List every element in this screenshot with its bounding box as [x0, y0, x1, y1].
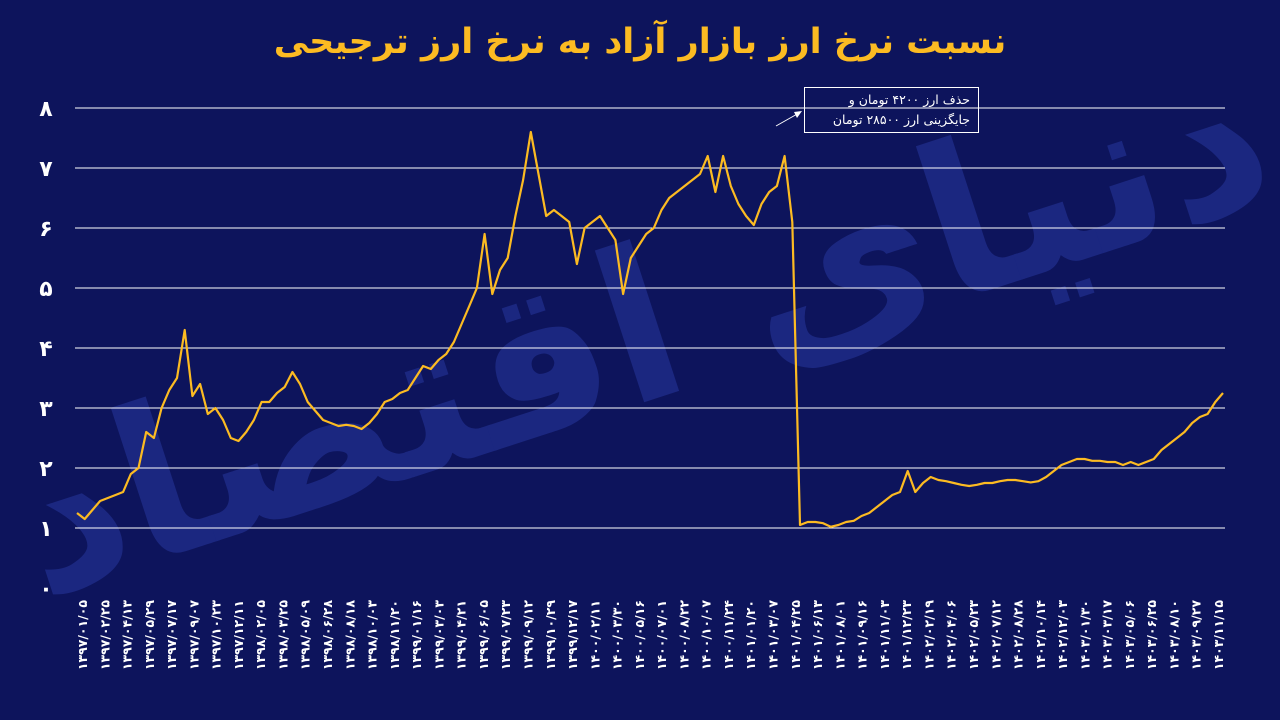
x-tick-label: ۱۳۹۸/۱۱/۲۰ [387, 600, 402, 670]
y-tick-label: ۸ [39, 97, 53, 122]
annotation-arrow-shaft [775, 112, 800, 127]
x-tick-label: ۱۳۹۷/۰۲/۲۵ [97, 600, 112, 671]
x-tick-label: ۱۳۹۹/۰۳/۰۳ [431, 600, 446, 671]
x-tick-label: ۱۴۰۳/۰۹/۲۷ [1189, 600, 1204, 671]
watermark-logo: دنیای اقتصاد [0, 9, 1280, 645]
y-tick-label: ۴ [39, 337, 52, 362]
x-tick-label: ۱۴۰۱/۰۹/۱۶ [855, 600, 870, 670]
y-tick-label: ۵ [39, 277, 52, 302]
y-tick-label: ۱ [39, 517, 52, 542]
annotation-arrow-head [794, 111, 802, 118]
x-tick-label: ۱۴۰۳/۱۱/۱۵ [1211, 600, 1226, 671]
annotation-box: حذف ارز ۴۲۰۰ تومان و جایگزینی ارز ۲۸۵۰۰ … [804, 87, 979, 133]
x-tick-label: ۱۴۰۲/۱۲/۰۳ [1055, 600, 1070, 671]
x-tick-label: ۱۴۰۳/۰۳/۱۷ [1100, 600, 1115, 671]
x-tick-label: ۱۳۹۷/۰۷/۱۷ [164, 600, 179, 671]
x-tick-label: ۱۳۹۸/۰۳/۲۵ [275, 600, 290, 671]
x-tick-label: ۱۴۰۲/۱۰/۱۴ [1033, 600, 1048, 671]
x-tick-label: ۱۴۰۰/۰۸/۲۲ [676, 600, 691, 671]
series-layer [76, 130, 1224, 528]
y-tick-label: ۰ [39, 577, 52, 602]
x-tick-label: ۱۴۰۲/۰۸/۲۸ [1011, 600, 1026, 671]
x-tick-label: ۱۳۹۹/۰۹/۱۲ [520, 600, 535, 671]
x-tick-label: ۱۳۹۷/۰۵/۲۹ [142, 600, 157, 671]
y-axis-ticks: ۰ ۱ ۲ ۳ ۴ ۵ ۶ ۷ ۸ [39, 97, 53, 602]
x-tick-label: ۱۴۰۲/۰۲/۱۹ [921, 600, 936, 671]
x-tick-label: ۱۴۰۲/۰۷/۱۲ [988, 600, 1003, 671]
x-tick-label: ۱۳۹۹/۰۴/۲۱ [454, 600, 469, 670]
x-tick-label: ۱۴۰۱/۰۱/۲۰ [743, 600, 758, 670]
x-tick-label: ۱۳۹۸/۰۵/۰۹ [298, 600, 313, 671]
x-tick-label: ۱۴۰۲/۰۴/۰۶ [944, 600, 959, 670]
x-tick-label: ۱۴۰۱/۰۸/۰۱ [832, 600, 847, 670]
y-tick-label: ۶ [39, 217, 52, 242]
x-tick-label: ۱۴۰۱/۱۲/۲۳ [899, 600, 914, 671]
annotation-arrow-layer [775, 111, 802, 127]
series-line [76, 130, 1224, 528]
x-tick-label: ۱۴۰۰/۱۱/۲۴ [721, 600, 736, 671]
x-tick-label: ۱۳۹۹/۱۲/۱۷ [565, 600, 580, 671]
x-tick-label: ۱۴۰۲/۰۵/۲۳ [966, 600, 981, 671]
x-tick-label: ۱۴۰۰/۰۲/۱۱ [587, 600, 602, 670]
annotation-line-1: حذف ارز ۴۲۰۰ تومان و [848, 92, 970, 107]
x-tick-label: ۱۴۰۰/۰۵/۱۶ [632, 600, 647, 670]
x-axis-ticks: ۱۳۹۷/۰۱/۰۵ ۱۳۹۷/۰۲/۲۵ ۱۳۹۷/۰۴/۱۳ ۱۳۹۷/۰۵/۲۹… [75, 600, 1226, 671]
x-tick-label: ۱۴۰۰/۰۷/۰۱ [654, 600, 669, 670]
x-tick-label: ۱۳۹۷/۰۱/۰۵ [75, 600, 90, 671]
x-tick-label: ۱۳۹۸/۰۸/۱۸ [342, 600, 357, 671]
x-tick-label: ۱۴۰۱/۰۴/۲۵ [788, 600, 803, 671]
x-tick-label: ۱۴۰۳/۰۶/۲۵ [1144, 600, 1159, 671]
chart-title: نسبت نرخ ارز بازار آزاد به نرخ ارز ترجیح… [273, 22, 1007, 62]
x-tick-label: ۱۳۹۸/۱۰/۰۳ [365, 600, 380, 671]
x-tick-label: ۱۴۰۳/۰۵/۰۶ [1122, 600, 1137, 670]
x-tick-label: ۱۳۹۹/۰۶/۰۵ [476, 600, 491, 671]
x-tick-label: ۱۴۰۰/۰۳/۳۰ [610, 600, 625, 670]
y-tick-label: ۷ [39, 157, 53, 182]
x-tick-label: ۱۳۹۷/۰۴/۱۳ [120, 600, 135, 671]
x-tick-label: ۱۳۹۷/۱۰/۲۳ [209, 600, 224, 671]
x-tick-label: ۱۳۹۷/۰۹/۰۷ [186, 600, 201, 671]
x-tick-label: ۱۴۰۱/۰۶/۱۳ [810, 600, 825, 671]
y-tick-label: ۲ [39, 457, 53, 482]
x-tick-label: ۱۳۹۷/۱۲/۱۱ [231, 600, 246, 670]
x-tick-label: ۱۴۰۱/۰۳/۰۷ [766, 600, 781, 671]
x-tick-label: ۱۴۰۳/۰۱/۳۰ [1077, 600, 1092, 670]
x-tick-label: ۱۴۰۳/۰۸/۱۰ [1166, 600, 1181, 670]
y-tick-label: ۳ [39, 397, 53, 422]
x-tick-label: ۱۳۹۸/۰۲/۰۵ [253, 600, 268, 671]
x-tick-label: ۱۳۹۸/۰۶/۲۸ [320, 600, 335, 671]
x-tick-label: ۱۴۰۰/۱۰/۰۷ [699, 600, 714, 671]
x-tick-label: ۱۳۹۹/۰۷/۲۳ [498, 600, 513, 671]
annotation-line-2: جایگزینی ارز ۲۸۵۰۰ تومان [832, 112, 970, 127]
gridlines [75, 107, 1225, 529]
x-tick-label: ۱۳۹۹/۱۰/۲۹ [543, 600, 558, 671]
x-tick-label: ۱۴۰۱/۱۱/۰۳ [877, 600, 892, 671]
x-tick-label: ۱۳۹۹/۰۱/۱۶ [409, 600, 424, 670]
watermark: دنیای اقتصاد [0, 9, 1280, 645]
